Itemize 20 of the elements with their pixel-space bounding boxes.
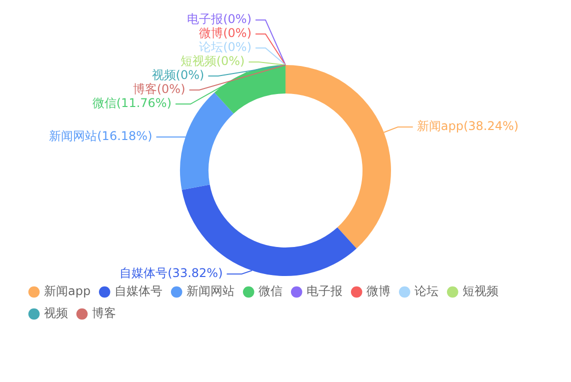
category-label: 新闻app(38.24%) [416,119,519,134]
legend-label: 微博 [366,284,391,298]
category-label: 新闻网站(16.18%) [49,129,152,144]
category-label: 博客(0%) [132,82,186,96]
legend-label: 短视频 [462,284,499,298]
legend-label: 论坛 [414,284,439,298]
category-label: 微博(0%) [199,26,252,40]
category-label: 微信(11.76%) [92,96,172,110]
category-label: 电子报(0%) [187,12,252,26]
category-label: 视频(0%) [152,68,204,82]
category-label: 短视频(0%) [180,54,245,68]
legend-label: 微信 [258,284,283,298]
category-label: 自媒体号(33.82%) [120,266,223,280]
legend-label: 新闻网站 [186,284,235,298]
category-label: 论坛(0%) [199,40,252,54]
legend-label: 新闻app [44,284,91,298]
legend-label: 博客 [92,306,116,320]
legend-label: 电子报 [306,284,343,298]
legend-label: 视频 [44,306,68,320]
legend-label: 自媒体号 [114,284,163,298]
